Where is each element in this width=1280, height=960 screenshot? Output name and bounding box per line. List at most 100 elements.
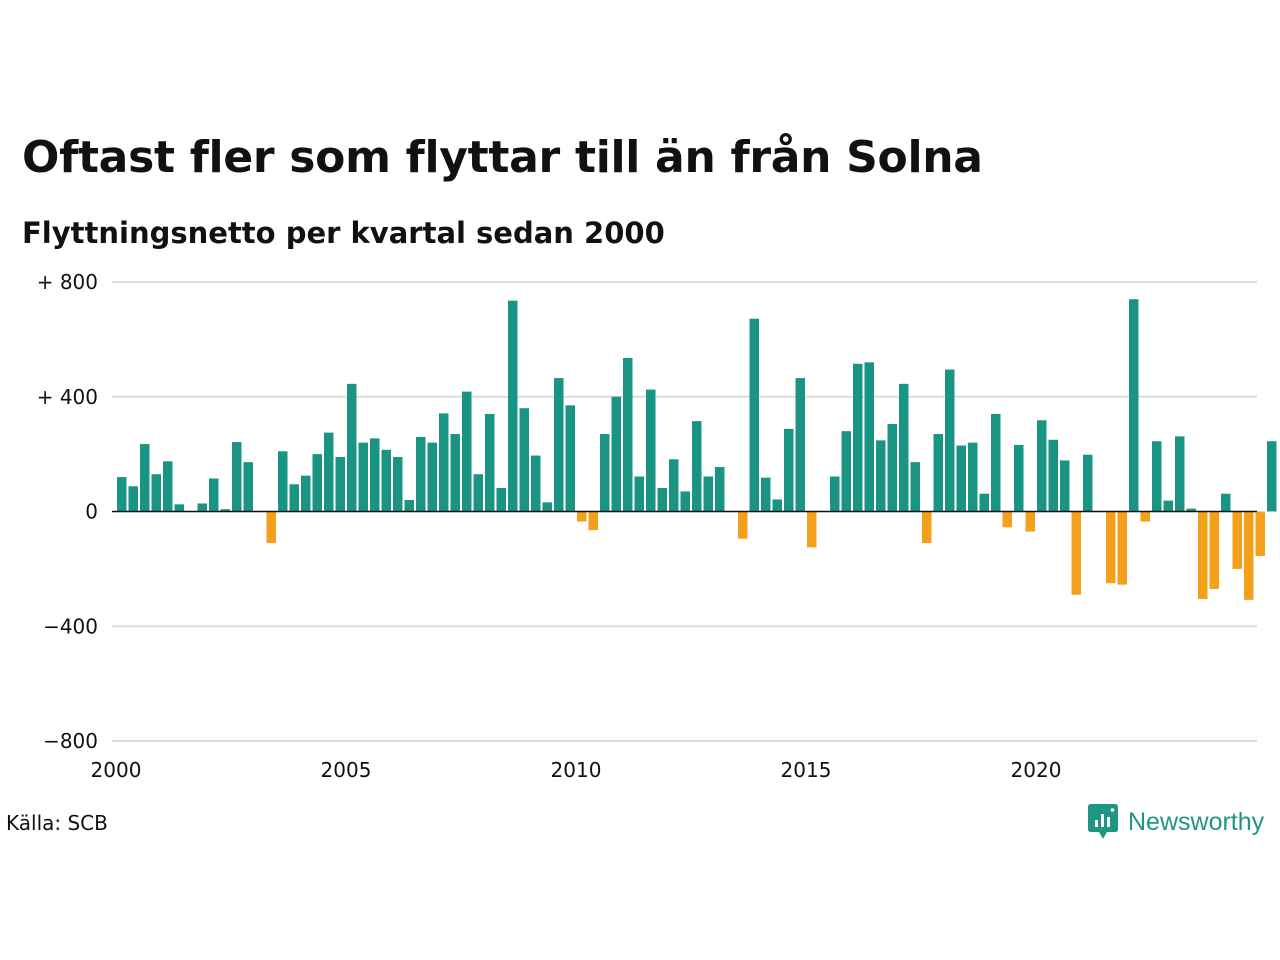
bar — [450, 434, 460, 512]
bar — [830, 476, 840, 512]
bar — [358, 442, 368, 512]
bar — [151, 474, 161, 512]
bar — [1232, 511, 1242, 569]
bar — [1060, 460, 1070, 512]
bar — [381, 449, 391, 512]
bar — [163, 461, 173, 512]
bar — [1117, 511, 1127, 585]
bar — [841, 431, 851, 512]
bar — [623, 358, 633, 512]
bar — [243, 462, 253, 512]
bar — [347, 383, 357, 512]
bar — [508, 300, 518, 512]
bar — [922, 511, 932, 544]
net-migration-bar-chart: + 800 + 400 0 −400 −800 2000 2005 2010 2015 2020 — [37, 270, 1277, 782]
bar — [324, 432, 334, 512]
x-tick-label: 2020 — [1011, 758, 1062, 782]
bar — [611, 396, 621, 512]
bar — [335, 456, 345, 512]
bar — [887, 424, 897, 512]
bar — [1163, 500, 1173, 512]
bar — [1048, 439, 1058, 512]
bar — [864, 362, 874, 512]
bar — [1221, 493, 1231, 512]
bar — [1129, 299, 1139, 512]
bar — [232, 442, 242, 512]
bar — [1244, 511, 1254, 600]
bar — [278, 451, 288, 512]
y-tick-label: + 400 — [37, 385, 98, 409]
bar — [1255, 511, 1265, 556]
bar — [220, 509, 230, 512]
bar — [140, 444, 150, 512]
bar — [933, 434, 943, 512]
newsworthy-chart-bubble-icon — [1088, 804, 1118, 839]
source-label: Källa: SCB — [6, 811, 108, 835]
bar — [1014, 444, 1024, 512]
bar — [1071, 511, 1081, 595]
bar — [1037, 420, 1047, 512]
bar — [1209, 511, 1219, 589]
bar — [634, 476, 644, 512]
bar — [1002, 511, 1012, 528]
bar — [1198, 511, 1208, 599]
bar — [749, 318, 759, 512]
bar — [197, 503, 207, 512]
bars — [117, 299, 1277, 600]
bar — [1083, 454, 1093, 512]
bar — [979, 493, 989, 512]
bar — [657, 487, 667, 512]
bar — [807, 511, 817, 548]
bar — [876, 440, 886, 512]
y-axis-ticks: + 800 + 400 0 −400 −800 — [37, 270, 98, 753]
y-tick-label: 0 — [85, 500, 98, 524]
bar — [565, 405, 575, 512]
bar — [370, 438, 380, 512]
bar — [703, 476, 713, 512]
bar — [462, 391, 472, 512]
chart-title: Oftast fler som flyttar till än från Sol… — [22, 132, 983, 183]
bar — [772, 499, 782, 512]
x-tick-label: 2000 — [91, 758, 142, 782]
bar — [738, 511, 748, 539]
x-axis-ticks: 2000 2005 2010 2015 2020 — [91, 758, 1062, 782]
bar — [393, 456, 403, 512]
bar — [600, 434, 610, 512]
bar — [427, 442, 437, 512]
bar — [1175, 436, 1185, 512]
bar — [542, 502, 552, 512]
bar — [646, 389, 656, 512]
bar — [588, 511, 598, 531]
bar — [899, 383, 909, 512]
y-tick-label: −800 — [43, 729, 98, 753]
bar — [669, 459, 679, 512]
bar — [289, 484, 299, 512]
bar — [174, 504, 184, 512]
bar — [485, 413, 495, 512]
bar — [853, 363, 863, 512]
bar — [1186, 508, 1196, 512]
bar — [404, 500, 414, 512]
bar — [956, 445, 966, 512]
bar — [991, 413, 1001, 512]
bar — [968, 442, 978, 512]
bar — [312, 454, 322, 512]
bar — [416, 436, 426, 512]
bar — [1267, 441, 1277, 512]
bar — [554, 378, 564, 512]
gridlines — [112, 281, 1257, 742]
bar — [473, 474, 483, 512]
bar — [577, 511, 587, 522]
bar — [439, 413, 449, 512]
bar — [1152, 441, 1162, 512]
bar — [117, 477, 127, 512]
bar — [761, 477, 771, 512]
bar — [795, 378, 805, 512]
bar — [910, 462, 920, 512]
chart-subtitle: Flyttningsnetto per kvartal sedan 2000 — [22, 216, 665, 250]
x-tick-label: 2005 — [321, 758, 372, 782]
bar — [531, 455, 541, 512]
bar — [784, 428, 794, 512]
newsworthy-logo-text: Newsworthy — [1128, 807, 1265, 836]
y-tick-label: + 800 — [37, 270, 98, 294]
